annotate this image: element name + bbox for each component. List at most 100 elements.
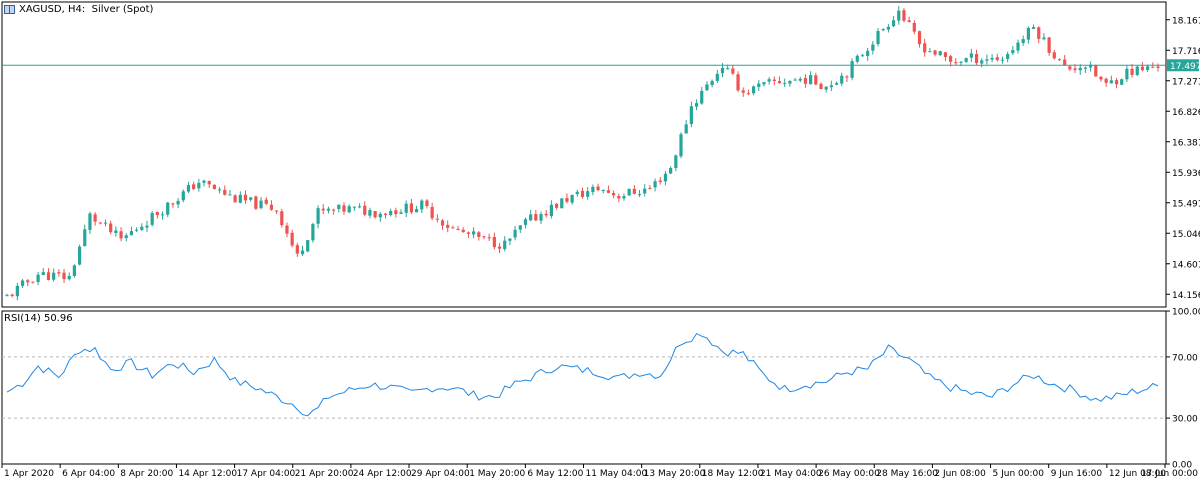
candle-body xyxy=(513,229,517,238)
rsi-tick-label: 0.00 xyxy=(1172,461,1192,471)
price-candle xyxy=(176,198,180,209)
price-candle xyxy=(969,48,973,63)
candle-body xyxy=(1099,76,1103,80)
price-candle xyxy=(627,188,631,197)
price-candle xyxy=(643,184,647,197)
time-tick-label: 21 Apr 20:00 xyxy=(295,469,354,479)
candle-body xyxy=(715,73,719,81)
frame-layer xyxy=(1,1,1167,465)
time-tick-label: 6 Apr 04:00 xyxy=(62,469,115,479)
price-candle xyxy=(897,6,901,25)
price-tick-label: 17.716 xyxy=(1172,47,1200,57)
candle-body xyxy=(746,93,751,95)
candle-body xyxy=(373,211,377,218)
candle-body xyxy=(461,229,465,233)
price-candle xyxy=(217,186,222,194)
time-tick-label: 29 Apr 04:00 xyxy=(411,469,470,479)
candle-body xyxy=(694,103,699,107)
price-candle xyxy=(1031,24,1036,30)
candle-body xyxy=(430,206,434,219)
price-candle xyxy=(513,225,517,241)
price-candle xyxy=(1057,58,1062,61)
candle-body xyxy=(1068,66,1072,70)
rsi-tick-label: 100.00 xyxy=(1172,308,1200,318)
price-candle xyxy=(1052,50,1056,60)
candle-body xyxy=(1063,59,1067,66)
price-candle xyxy=(52,268,56,282)
time-tick-label: 26 May 00:00 xyxy=(818,469,880,479)
price-candle xyxy=(285,222,289,238)
time-tick-label: 6 May 12:00 xyxy=(527,469,583,479)
candle-body xyxy=(254,196,258,209)
candle-body xyxy=(860,55,865,57)
price-candle xyxy=(1109,75,1113,84)
price-candle xyxy=(378,211,382,222)
price-candle xyxy=(363,201,367,217)
price-candle xyxy=(383,212,388,219)
candle-body xyxy=(824,86,828,90)
price-candle xyxy=(114,226,118,237)
price-candles xyxy=(5,6,1160,301)
price-candle xyxy=(767,77,771,85)
chart-header: XAGUSD, H4: Silver (Spot) xyxy=(4,2,153,16)
price-candle xyxy=(357,203,362,209)
price-candle xyxy=(622,193,626,201)
price-candle xyxy=(809,71,813,85)
candle-body xyxy=(990,57,994,60)
candle-body xyxy=(155,211,159,215)
price-candle xyxy=(881,28,885,32)
candle-body xyxy=(482,236,486,238)
candle-body xyxy=(943,52,948,58)
price-candle xyxy=(10,293,14,298)
price-candle xyxy=(1130,64,1134,78)
price-tick-label: 15.491 xyxy=(1172,199,1200,209)
candle-body xyxy=(726,68,730,70)
price-candle xyxy=(637,189,642,198)
time-tick-label: 18 May 12:00 xyxy=(702,469,764,479)
candle-body xyxy=(529,214,533,221)
candle-body xyxy=(1109,80,1113,84)
current-price-label: 17.497 xyxy=(1170,62,1200,72)
candle-body xyxy=(103,222,108,224)
candle-body xyxy=(1016,42,1020,51)
price-candle xyxy=(700,86,704,105)
candle-body xyxy=(347,206,351,213)
candle-body xyxy=(949,56,953,62)
price-candle xyxy=(777,76,782,84)
price-candle xyxy=(632,185,636,195)
price-candle xyxy=(529,209,533,222)
candle-body xyxy=(653,181,657,188)
candle-body xyxy=(617,195,621,199)
price-candle xyxy=(933,49,937,57)
price-candle xyxy=(140,223,144,232)
candle-body xyxy=(783,83,787,85)
price-tick-label: 14.601 xyxy=(1172,260,1200,270)
price-candle xyxy=(928,47,932,53)
rsi-tick-label: 30.00 xyxy=(1172,415,1198,425)
price-candle xyxy=(518,224,522,234)
price-candle xyxy=(124,233,128,242)
price-candle xyxy=(819,82,823,90)
price-candle xyxy=(606,185,611,194)
candle-body xyxy=(731,68,735,74)
candle-body xyxy=(980,60,984,64)
price-candle xyxy=(798,76,802,83)
candle-body xyxy=(217,189,222,191)
price-candle xyxy=(1099,76,1103,82)
price-candle xyxy=(472,227,476,239)
price-candle xyxy=(907,16,911,23)
price-candle xyxy=(1047,36,1051,56)
candle-body xyxy=(819,83,823,89)
candle-body xyxy=(440,220,445,226)
candle-body xyxy=(1042,37,1046,40)
price-candle xyxy=(399,209,403,214)
price-candle xyxy=(368,207,372,219)
time-tick-label: 12 Jun 08:00 xyxy=(1109,469,1166,479)
price-candle xyxy=(803,74,808,88)
candle-body xyxy=(1156,66,1160,68)
price-candle xyxy=(523,217,528,229)
price-candle xyxy=(1068,65,1072,72)
candle-body xyxy=(26,280,30,283)
